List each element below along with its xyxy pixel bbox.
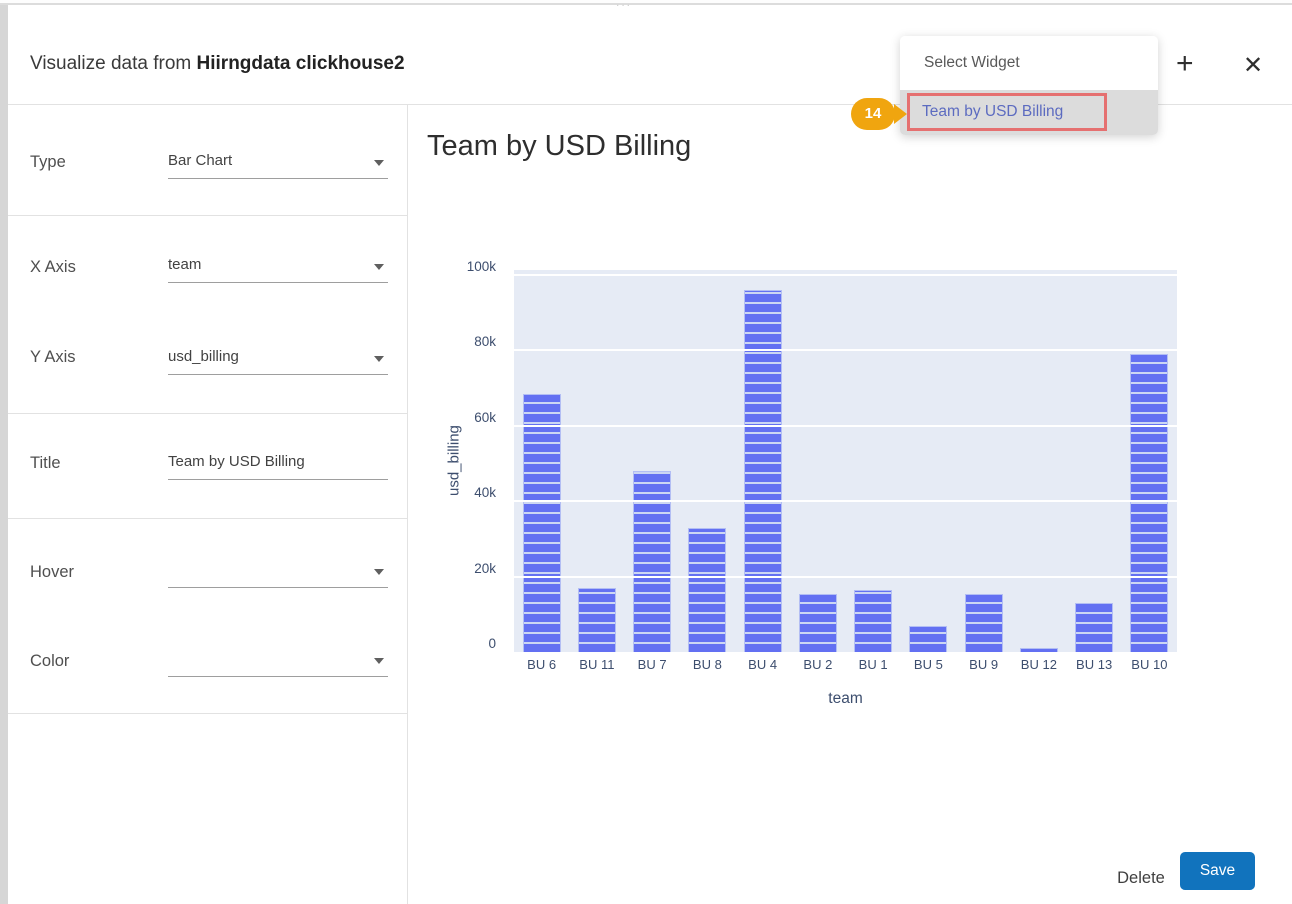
bar-bu-5[interactable] xyxy=(909,626,948,652)
section-divider xyxy=(8,713,407,714)
save-button[interactable]: Save xyxy=(1180,852,1255,890)
x-tick-row: BU 6 BU 11 BU 7 BU 8 BU 4 BU 2 BU 1 BU 5 BU 9 BU … xyxy=(514,657,1177,672)
gridline xyxy=(514,349,1177,352)
x-axis-label: X Axis xyxy=(30,258,76,276)
x-tick-label: BU 12 xyxy=(1020,657,1057,672)
annotation-highlight-box: Team by USD Billing xyxy=(907,93,1107,131)
y-tick-label: 100k xyxy=(466,259,496,274)
select-widget-dropdown: Select Widget Team by USD Billing xyxy=(900,36,1158,135)
title-input[interactable] xyxy=(168,450,388,480)
gridline xyxy=(514,575,1177,578)
bar-bu-2[interactable] xyxy=(798,594,837,652)
plot-area xyxy=(514,270,1177,652)
color-label: Color xyxy=(30,652,70,670)
x-tick-label: BU 5 xyxy=(913,657,943,672)
select-widget-label: Select Widget xyxy=(900,36,1158,90)
x-axis-select[interactable]: team xyxy=(168,253,388,283)
type-label: Type xyxy=(30,153,66,171)
bar-column xyxy=(1011,270,1066,652)
bar-column xyxy=(790,270,845,652)
dataset-name: Hiirngdata clickhouse2 xyxy=(196,53,405,74)
delete-button[interactable]: Delete xyxy=(1108,865,1174,891)
bar-bu-13[interactable] xyxy=(1075,603,1114,652)
section-divider xyxy=(8,215,407,216)
bar-bu-12[interactable] xyxy=(1019,648,1058,652)
bar-column xyxy=(901,270,956,652)
background-page-left-edge xyxy=(0,5,8,904)
hover-select[interactable] xyxy=(168,558,388,588)
bar-column xyxy=(680,270,735,652)
bar-bu-11[interactable] xyxy=(577,588,616,652)
bar-bu-10[interactable] xyxy=(1130,354,1169,652)
bar-bu-6[interactable] xyxy=(522,394,561,652)
ellipsis-icon: ... xyxy=(616,0,633,9)
gridline xyxy=(514,424,1177,427)
hover-label: Hover xyxy=(30,563,75,581)
bar-column xyxy=(625,270,680,652)
bar-column xyxy=(1067,270,1122,652)
widget-option-label: Team by USD Billing xyxy=(922,103,1064,120)
x-tick-label: BU 1 xyxy=(858,657,888,672)
close-icon[interactable]: ✕ xyxy=(1243,52,1264,79)
header-divider xyxy=(8,104,1292,105)
x-tick-label: BU 10 xyxy=(1131,657,1168,672)
x-tick-label: BU 8 xyxy=(692,657,722,672)
color-select[interactable] xyxy=(168,647,388,677)
chevron-down-icon xyxy=(374,160,384,166)
y-tick-label: 60k xyxy=(474,409,496,425)
chevron-down-icon xyxy=(374,569,384,575)
y-tick-label: 0 xyxy=(488,636,496,651)
section-divider xyxy=(8,413,407,414)
modal-title-prefix: Visualize data from xyxy=(30,53,197,74)
bar-bu-4[interactable] xyxy=(743,290,782,652)
chevron-down-icon xyxy=(374,658,384,664)
add-widget-icon[interactable]: + xyxy=(1176,47,1194,80)
bar-series xyxy=(514,270,1177,652)
bar-column xyxy=(956,270,1011,652)
gridline xyxy=(514,274,1177,276)
visualize-data-modal: Visualize data from Hiirngdata clickhous… xyxy=(8,7,1292,904)
bar-column xyxy=(735,270,790,652)
bar-bu-1[interactable] xyxy=(854,590,893,652)
x-tick-label: BU 6 xyxy=(527,657,557,672)
y-tick-label: 20k xyxy=(474,560,496,576)
x-tick-label: BU 4 xyxy=(748,657,778,672)
bar-column xyxy=(569,270,624,652)
section-divider xyxy=(8,518,407,519)
background-page-top-edge: ... xyxy=(0,0,1292,9)
title-label: Title xyxy=(30,454,61,472)
y-axis-label: Y Axis xyxy=(30,348,76,366)
bar-column xyxy=(846,270,901,652)
form-chart-divider xyxy=(407,104,408,904)
bar-bu-8[interactable] xyxy=(688,528,727,652)
type-select[interactable]: Bar Chart xyxy=(168,149,388,179)
modal-title: Visualize data from Hiirngdata clickhous… xyxy=(30,53,405,75)
x-tick-label: BU 9 xyxy=(969,657,999,672)
x-tick-label: BU 13 xyxy=(1076,657,1113,672)
widget-option-team-by-usd-billing[interactable]: Team by USD Billing xyxy=(900,90,1158,135)
chart-title: Team by USD Billing xyxy=(427,130,692,162)
chevron-down-icon xyxy=(374,356,384,362)
y-tick-label: 80k xyxy=(474,334,496,350)
x-axis-title: team xyxy=(828,690,863,707)
bar-column xyxy=(1122,270,1177,652)
x-tick-label: BU 7 xyxy=(637,657,667,672)
x-tick-label: BU 2 xyxy=(803,657,833,672)
chevron-down-icon xyxy=(374,264,384,270)
bar-column xyxy=(514,270,569,652)
y-tick-label: 40k xyxy=(474,485,496,501)
y-axis-select[interactable]: usd_billing xyxy=(168,345,388,375)
y-axis-title: usd_billing xyxy=(445,425,463,497)
annotation-step-badge: 14 xyxy=(851,98,907,130)
bar-bu-7[interactable] xyxy=(633,471,672,652)
bar-bu-9[interactable] xyxy=(964,594,1003,652)
x-tick-label: BU 11 xyxy=(579,657,615,672)
gridline xyxy=(514,500,1177,503)
